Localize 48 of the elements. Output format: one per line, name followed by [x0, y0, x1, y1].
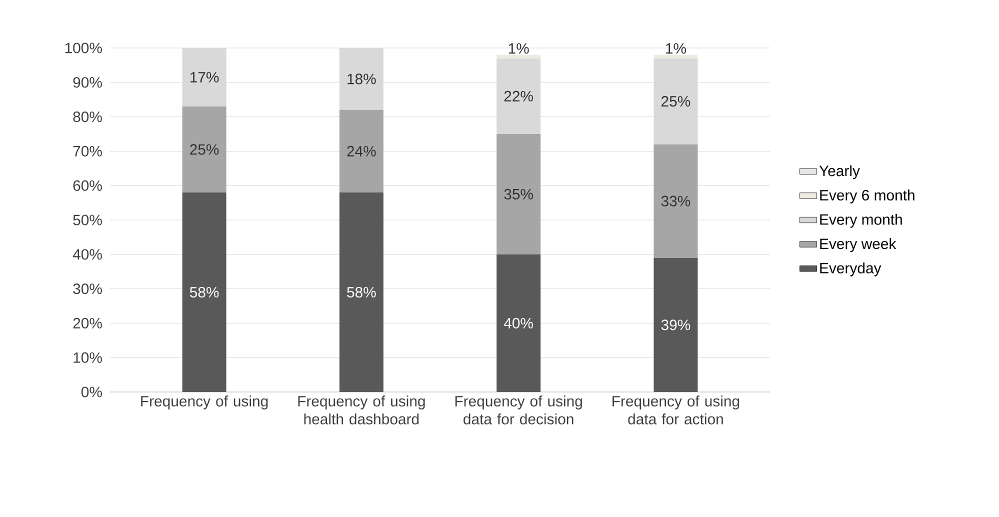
data-label: 18% [348, 74, 376, 84]
data-label: 25% [662, 96, 690, 107]
bar [654, 54, 698, 58]
bar [654, 58, 698, 144]
data-label: 22% [504, 90, 533, 102]
y-tick-label: 20% [73, 318, 102, 328]
data-label: 33% [661, 196, 690, 206]
data-label: 1% [666, 43, 686, 54]
bar [339, 110, 384, 192]
legend-label: Everyday [820, 262, 882, 276]
y-tick-label: 0% [81, 386, 102, 398]
legend-label: Every 6 month [820, 190, 914, 204]
legend-label: Yearly [819, 165, 860, 180]
data-label: 35% [504, 188, 533, 200]
y-tick-label: 70% [73, 146, 102, 156]
data-label: 17% [190, 72, 219, 82]
x-tick-label: Frequency of using health dashboard [298, 396, 425, 424]
bar [654, 258, 698, 392]
bar [654, 144, 698, 258]
y-tick-label: 60% [73, 180, 102, 191]
legend-label: Every month [820, 214, 902, 228]
x-tick-label: Frequency of using data for decision [455, 396, 582, 424]
data-label: 58% [347, 286, 376, 298]
y-tick-label: 30% [73, 284, 102, 294]
bar [496, 134, 541, 254]
data-label: 24% [347, 146, 376, 156]
data-label: 39% [661, 320, 690, 330]
bar [339, 192, 384, 392]
bar [339, 48, 384, 110]
bar [182, 106, 226, 192]
bar [496, 58, 541, 134]
y-tick-label: 100% [65, 42, 102, 54]
bar [182, 192, 226, 392]
data-label: 25% [190, 144, 219, 155]
data-label: 58% [190, 286, 219, 298]
y-tick-label: 80% [73, 112, 102, 122]
y-tick-label: 50% [73, 214, 102, 226]
data-label: 40% [504, 318, 533, 328]
y-tick-label: 10% [74, 352, 102, 363]
x-tick-label: Frequency of using data for action [612, 396, 740, 424]
x-tick-label: Frequency of using [141, 396, 268, 410]
legend-label: Every week [820, 238, 896, 252]
bar [496, 54, 541, 58]
y-tick-label: 90% [73, 77, 102, 88]
data-label: 1% [508, 43, 529, 54]
y-tick-label: 40% [72, 249, 102, 260]
bar [496, 254, 541, 392]
bar [182, 48, 226, 106]
